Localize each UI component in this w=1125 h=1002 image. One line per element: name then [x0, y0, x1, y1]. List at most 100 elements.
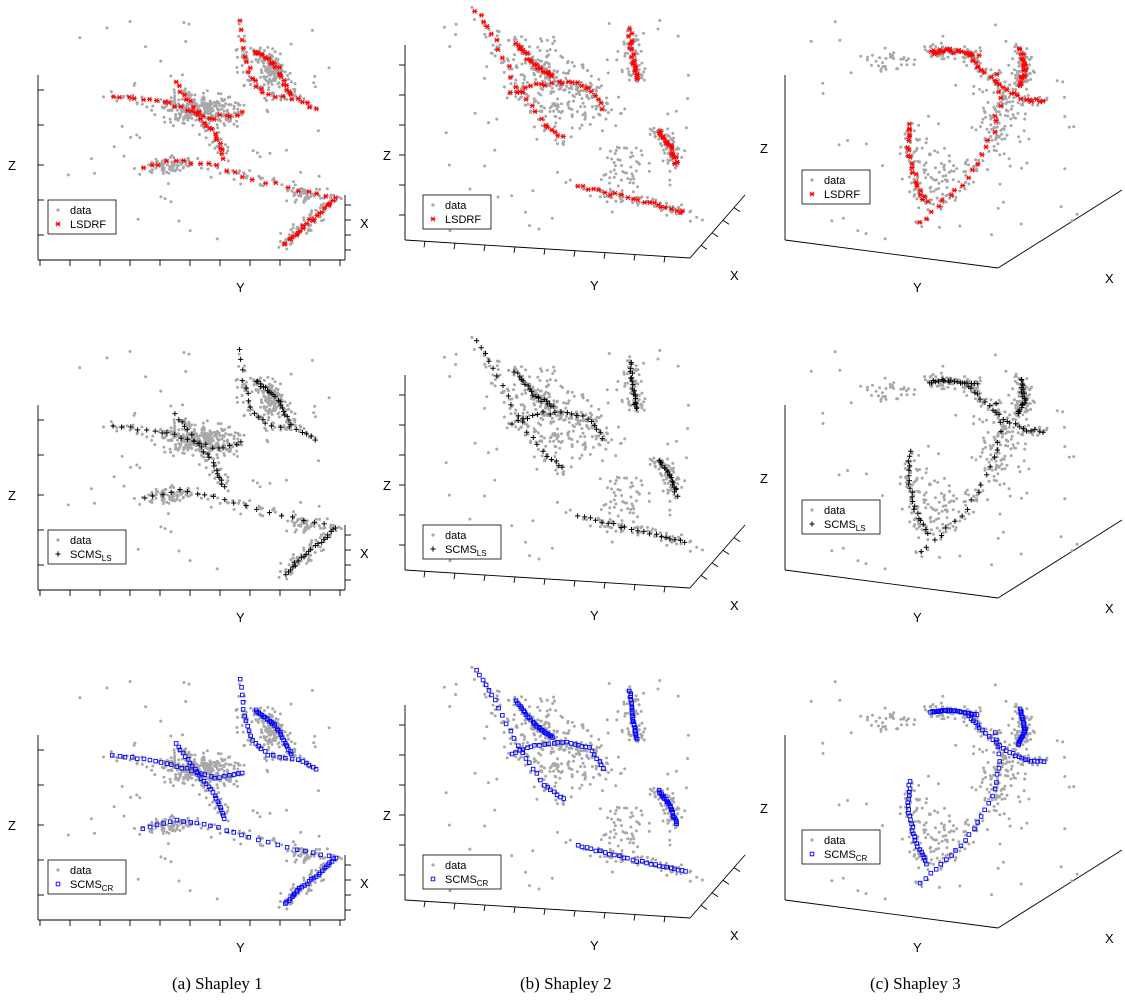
ridge-point: [490, 365, 496, 371]
data-point: [485, 65, 489, 69]
data-point: [262, 59, 266, 63]
data-point: [502, 415, 506, 419]
data-point: [575, 110, 579, 114]
data-point: [472, 18, 476, 21]
data-point: [181, 433, 185, 437]
data-point: [291, 553, 295, 557]
data-point: [514, 425, 518, 429]
data-point: [214, 432, 218, 436]
data-point: [226, 159, 230, 163]
data-point: [289, 558, 293, 562]
ridge-point: [183, 96, 189, 102]
data-point: [536, 447, 540, 451]
data-point: [166, 182, 170, 186]
data-point: [208, 143, 212, 147]
data-point: [136, 547, 140, 551]
data-point: [568, 508, 572, 512]
data-point: [270, 71, 274, 75]
data-point: [173, 91, 176, 95]
data-point: [140, 762, 144, 766]
data-point: [102, 95, 105, 99]
data-point: [522, 78, 526, 81]
data-point: [647, 169, 651, 173]
ridge-point: [153, 97, 160, 104]
data-point: [165, 500, 169, 504]
data-point: [554, 115, 558, 119]
data-point: [567, 100, 571, 104]
data-point: [226, 149, 230, 153]
data-point: [639, 49, 643, 53]
data-point: [248, 829, 252, 833]
data-point: [159, 162, 163, 165]
data-point: [150, 490, 154, 494]
ridge-point: [220, 156, 226, 162]
data-point: [590, 96, 594, 100]
data-point: [268, 78, 272, 82]
data-point: [162, 826, 166, 830]
data-point: [313, 881, 317, 884]
data-point: [289, 372, 293, 376]
ridge-point: [147, 757, 153, 763]
data-point: [207, 111, 211, 115]
data-point: [581, 443, 585, 447]
ridge-point: [211, 116, 217, 122]
ridge-point: [278, 513, 285, 519]
data-point: [163, 429, 166, 433]
data-point: [617, 95, 620, 99]
data-point: [575, 440, 579, 444]
data-point: [292, 840, 295, 844]
data-point: [274, 69, 278, 73]
data-point: [268, 151, 272, 155]
data-point: [309, 195, 313, 198]
ridge-point: [250, 75, 256, 82]
data-point: [314, 847, 318, 851]
data-point: [560, 439, 564, 443]
data-point: [209, 835, 213, 839]
data-point: [277, 745, 281, 749]
data-point: [306, 229, 310, 233]
data-point: [235, 784, 239, 788]
data-point: [604, 447, 608, 451]
data-point: [216, 126, 220, 130]
data-point: [267, 67, 271, 71]
data-point: [614, 529, 618, 533]
data-point: [497, 360, 501, 364]
data-point: [202, 455, 206, 459]
data-point: [571, 424, 575, 427]
data-point: [605, 58, 609, 62]
data-point: [659, 472, 662, 476]
data-point: [222, 122, 226, 125]
data-point: [671, 535, 675, 538]
ridge-point: [177, 89, 183, 95]
data-point: [186, 433, 190, 437]
ridge-point: [530, 434, 536, 441]
data-point: [299, 500, 303, 504]
data-point: [642, 31, 646, 35]
data-point: [265, 429, 268, 433]
data-point: [683, 479, 687, 483]
data-point: [637, 398, 641, 402]
data-point: [202, 767, 206, 770]
data-point: [208, 449, 212, 452]
data-point: [201, 96, 204, 100]
data-point: [448, 375, 452, 378]
data-point: [232, 178, 236, 181]
data-point: [295, 556, 299, 560]
data-point: [186, 773, 190, 777]
data-point: [173, 447, 177, 451]
data-point: [604, 172, 608, 176]
data-point: [277, 85, 281, 89]
data-point: [131, 423, 135, 427]
data-point: [314, 868, 318, 872]
data-point: [173, 94, 177, 98]
data-point: [610, 487, 614, 491]
data-point: [201, 426, 204, 430]
data-point: [636, 533, 640, 537]
data-point: [493, 478, 497, 482]
data-point: [604, 502, 608, 506]
ridge-point: [289, 96, 295, 102]
data-point: [273, 710, 277, 714]
data-point: [625, 372, 629, 376]
data-point: [292, 87, 296, 91]
data-point: [266, 88, 270, 92]
